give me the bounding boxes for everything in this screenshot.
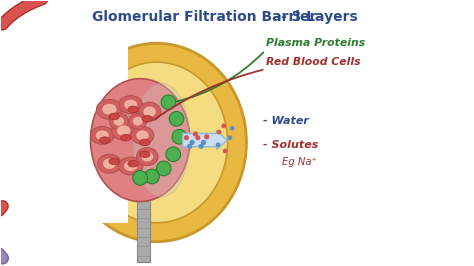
Ellipse shape xyxy=(91,79,190,202)
Circle shape xyxy=(217,130,221,134)
Ellipse shape xyxy=(138,102,161,121)
Ellipse shape xyxy=(29,76,143,209)
Circle shape xyxy=(201,140,206,145)
Circle shape xyxy=(166,147,181,161)
Bar xyxy=(137,198,150,261)
Ellipse shape xyxy=(128,106,138,113)
Circle shape xyxy=(230,126,235,131)
Ellipse shape xyxy=(140,151,150,157)
Ellipse shape xyxy=(141,152,153,161)
Text: Eg Na⁺: Eg Na⁺ xyxy=(282,157,317,167)
Ellipse shape xyxy=(103,159,116,169)
Ellipse shape xyxy=(98,154,121,173)
Ellipse shape xyxy=(128,160,138,167)
Circle shape xyxy=(221,123,226,128)
FancyArrow shape xyxy=(182,131,227,149)
Circle shape xyxy=(190,140,195,145)
Text: - Solutes: - Solutes xyxy=(263,140,319,150)
Circle shape xyxy=(223,149,228,153)
Ellipse shape xyxy=(133,117,143,126)
Ellipse shape xyxy=(109,158,119,165)
Ellipse shape xyxy=(86,62,228,223)
Ellipse shape xyxy=(136,130,149,140)
Ellipse shape xyxy=(129,113,147,129)
Circle shape xyxy=(199,144,204,149)
Circle shape xyxy=(204,134,210,139)
Ellipse shape xyxy=(124,161,137,171)
Circle shape xyxy=(184,135,189,140)
Circle shape xyxy=(228,135,232,140)
Ellipse shape xyxy=(114,117,124,126)
Text: Plasma Proteins: Plasma Proteins xyxy=(266,38,365,48)
Ellipse shape xyxy=(100,137,110,143)
Circle shape xyxy=(145,169,159,184)
Ellipse shape xyxy=(96,130,109,140)
Ellipse shape xyxy=(117,126,130,136)
Circle shape xyxy=(193,131,198,136)
Circle shape xyxy=(169,111,184,126)
Circle shape xyxy=(156,161,171,176)
Ellipse shape xyxy=(142,115,153,122)
Ellipse shape xyxy=(121,134,131,141)
Ellipse shape xyxy=(67,43,246,242)
Circle shape xyxy=(172,130,187,144)
Ellipse shape xyxy=(133,83,190,197)
Ellipse shape xyxy=(118,157,143,175)
Ellipse shape xyxy=(96,99,122,119)
Ellipse shape xyxy=(137,148,158,166)
Ellipse shape xyxy=(91,126,114,144)
Text: - Water: - Water xyxy=(263,116,309,126)
Circle shape xyxy=(216,143,220,147)
Circle shape xyxy=(161,95,176,110)
Ellipse shape xyxy=(143,107,156,117)
Circle shape xyxy=(133,171,147,185)
Ellipse shape xyxy=(140,139,150,146)
Ellipse shape xyxy=(109,113,128,130)
FancyBboxPatch shape xyxy=(24,43,128,114)
FancyBboxPatch shape xyxy=(24,157,128,223)
Ellipse shape xyxy=(124,100,137,110)
Ellipse shape xyxy=(102,104,117,115)
Text: Glomerular Filtration Barrier: Glomerular Filtration Barrier xyxy=(92,10,316,24)
Ellipse shape xyxy=(109,113,119,120)
Circle shape xyxy=(187,144,192,149)
Ellipse shape xyxy=(119,96,143,114)
Text: - 3 Layers: - 3 Layers xyxy=(281,10,358,24)
Ellipse shape xyxy=(111,121,136,140)
Text: Red Blood Cells: Red Blood Cells xyxy=(266,57,361,67)
Circle shape xyxy=(195,135,201,140)
Ellipse shape xyxy=(131,126,154,144)
